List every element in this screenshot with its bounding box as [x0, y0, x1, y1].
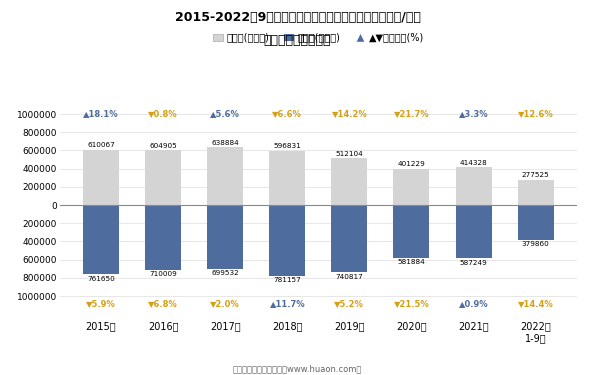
- Text: 414328: 414328: [460, 160, 487, 166]
- Text: ▲3.3%: ▲3.3%: [459, 109, 488, 118]
- Text: 587249: 587249: [460, 260, 487, 266]
- Text: ▼2.0%: ▼2.0%: [210, 299, 240, 308]
- Bar: [145, 205, 181, 270]
- Text: ▼0.8%: ▼0.8%: [148, 109, 178, 118]
- Bar: [270, 151, 305, 205]
- Text: 610067: 610067: [87, 142, 115, 148]
- Text: 制图：华经产业研究院（www.huaon.com）: 制图：华经产业研究院（www.huaon.com）: [233, 364, 362, 373]
- Text: ▼14.2%: ▼14.2%: [331, 109, 367, 118]
- Text: ▼14.4%: ▼14.4%: [518, 299, 553, 308]
- Text: ▲5.6%: ▲5.6%: [210, 109, 240, 118]
- Text: ▲0.9%: ▲0.9%: [459, 299, 488, 308]
- Bar: [518, 205, 553, 240]
- Legend: 出口额(万美元), 进口额(万美元), ▲▼同比增长(%): 出口额(万美元), 进口额(万美元), ▲▼同比增长(%): [209, 28, 428, 46]
- Bar: [393, 205, 430, 258]
- Bar: [145, 150, 181, 205]
- Text: 604905: 604905: [149, 142, 177, 148]
- Text: ▼5.2%: ▼5.2%: [334, 299, 364, 308]
- Text: 761650: 761650: [87, 276, 115, 282]
- Text: 581884: 581884: [397, 260, 425, 266]
- Text: 512104: 512104: [336, 151, 363, 157]
- Bar: [518, 180, 553, 205]
- Bar: [393, 168, 430, 205]
- Bar: [331, 159, 367, 205]
- Text: 379860: 379860: [522, 241, 550, 247]
- Text: 699532: 699532: [211, 270, 239, 276]
- Text: ▼6.6%: ▼6.6%: [273, 109, 302, 118]
- Text: ▼5.9%: ▼5.9%: [86, 299, 116, 308]
- Bar: [331, 205, 367, 272]
- Text: 638884: 638884: [211, 140, 239, 146]
- Text: 401229: 401229: [397, 161, 425, 167]
- Text: 596831: 596831: [274, 143, 301, 149]
- Text: ▼21.5%: ▼21.5%: [393, 299, 430, 308]
- Bar: [83, 205, 119, 274]
- Text: 740817: 740817: [336, 274, 363, 280]
- Text: ▼12.6%: ▼12.6%: [518, 109, 553, 118]
- Text: ▲11.7%: ▲11.7%: [270, 299, 305, 308]
- Text: ▲18.1%: ▲18.1%: [83, 109, 119, 118]
- Bar: [456, 167, 491, 205]
- Bar: [83, 150, 119, 205]
- Bar: [456, 205, 491, 258]
- Text: 地）进、出口额统计: 地）进、出口额统计: [264, 34, 331, 47]
- Text: ▼6.8%: ▼6.8%: [148, 299, 178, 308]
- Bar: [207, 205, 243, 268]
- Text: 781157: 781157: [274, 278, 301, 284]
- Text: 710009: 710009: [149, 271, 177, 277]
- Text: ▼21.7%: ▼21.7%: [394, 109, 429, 118]
- Bar: [207, 147, 243, 205]
- Bar: [270, 205, 305, 276]
- Text: 277525: 277525: [522, 172, 550, 178]
- Text: 2015-2022年9月广州高新技术产业开发区（境内目的地/货源: 2015-2022年9月广州高新技术产业开发区（境内目的地/货源: [174, 11, 421, 24]
